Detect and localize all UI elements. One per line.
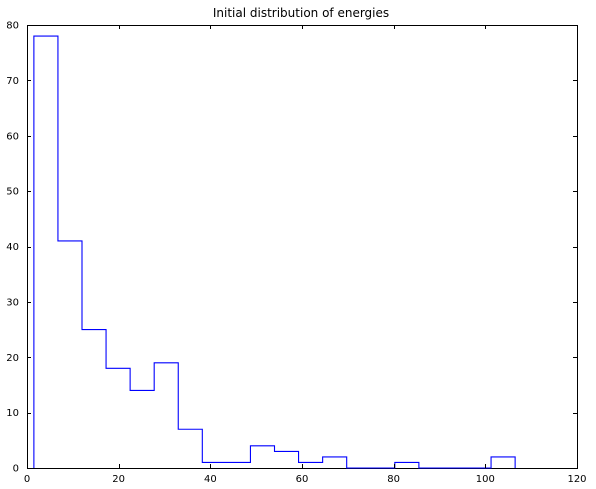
histogram-bar	[250, 446, 274, 468]
histogram-bar	[154, 363, 178, 468]
histogram-bar	[34, 36, 58, 468]
histogram-bar	[178, 429, 202, 468]
chart-title: Initial distribution of energies	[213, 6, 389, 20]
x-tick-label: 20	[112, 474, 125, 485]
x-tick-label: 60	[296, 474, 309, 485]
histogram-bar	[58, 241, 82, 468]
y-tick-label: 60	[6, 131, 19, 142]
y-tick-label: 30	[6, 297, 19, 308]
histogram-bar	[106, 368, 130, 468]
y-tick-label: 0	[13, 464, 19, 475]
histogram-bar	[130, 390, 154, 468]
histogram-bar	[323, 457, 347, 468]
x-tick-label: 40	[204, 474, 217, 485]
histogram-bar	[275, 451, 299, 468]
x-tick-label: 80	[387, 474, 400, 485]
x-tick-label: 120	[567, 474, 586, 485]
histogram-bar	[491, 457, 515, 468]
y-tick-label: 50	[6, 187, 19, 198]
y-tick-label: 40	[6, 242, 19, 253]
plot-area: 0 20 40 60 80 100 120 0 10 20 30 40 50 60 70 80	[6, 21, 586, 486]
histogram-outline	[33, 35, 516, 469]
y-tick-label: 70	[6, 76, 19, 87]
y-tick-label: 20	[6, 353, 19, 364]
y-tick-label: 80	[6, 21, 19, 32]
x-tick-label: 0	[24, 474, 30, 485]
histogram-bar	[82, 330, 106, 468]
y-tick-label: 10	[6, 408, 19, 419]
histogram-bar	[395, 462, 419, 468]
x-tick-label: 100	[476, 474, 495, 485]
histogram-bar	[226, 462, 250, 468]
histogram-bar	[202, 462, 226, 468]
